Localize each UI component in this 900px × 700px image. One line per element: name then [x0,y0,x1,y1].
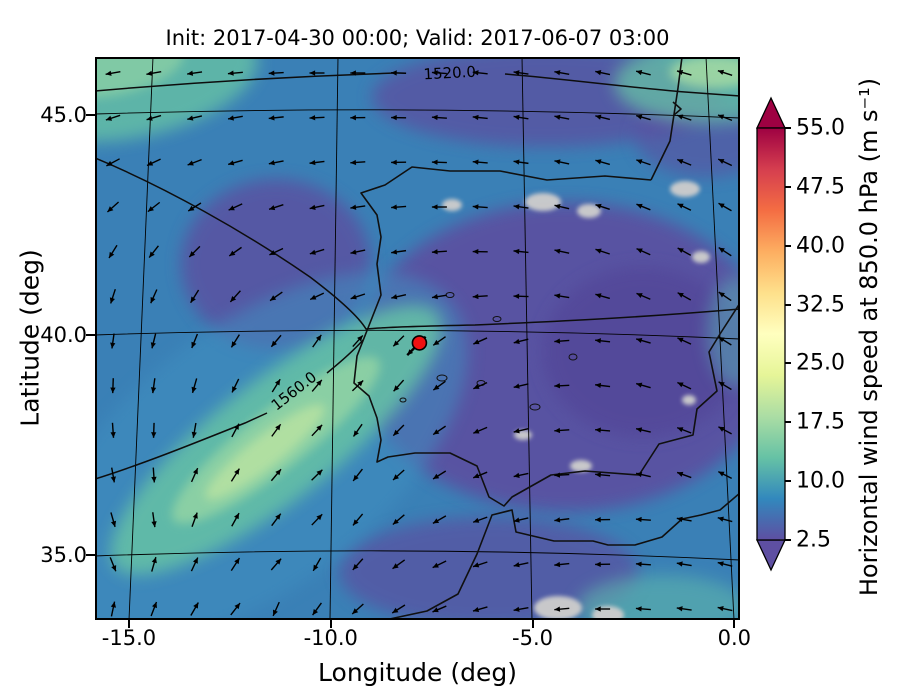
y-tick-label: 45.0 [40,102,87,127]
x-tick-label: -5.0 [512,626,554,650]
y-tick-label: 40.0 [40,322,87,347]
x-tick-label: -10.0 [303,626,358,650]
colorbar [755,96,787,572]
x-tick-mark [733,620,736,628]
x-tick-label: 0.0 [717,626,752,650]
x-axis-label: Longitude (deg) [318,658,517,687]
y-tick-mark [86,553,95,556]
x-tick-label: -15.0 [101,626,157,650]
colorbar-tick-label: 17.5 [796,409,845,435]
colorbar-under-arrow [755,539,787,572]
colorbar-tick-label: 25.0 [796,350,845,376]
y-tick-mark [86,333,95,336]
colorbar-tick-mark [785,127,791,129]
colorbar-tick-mark [785,539,791,541]
colorbar-tick-label: 40.0 [796,233,845,259]
colorbar-label: Horizontal wind speed at 850.0 hPa (m s⁻… [855,77,883,597]
station-marker-dot [411,335,428,351]
colorbar-tick-mark [785,185,791,188]
colorbar-tick-label: 55.0 [796,115,845,141]
colorbar-tick-mark [785,421,791,424]
colorbar-tick-mark [785,362,791,365]
wind-speed-field [95,57,740,620]
colorbar-tick-label: 47.5 [796,174,845,200]
map-plot-area: 1520.0 1560.0 [95,57,740,620]
colorbar-over-arrow [755,96,787,129]
colorbar-tick-mark [785,480,791,483]
colorbar-gradient [756,127,786,541]
x-tick-mark [531,620,534,628]
colorbar-tick-mark [785,244,791,247]
contour-label-1520: 1520.0 [423,63,476,84]
colorbar-tick-label: 2.5 [796,527,831,553]
y-tick-mark [86,113,95,116]
masked-patches [442,181,710,620]
plot-frame [95,57,740,620]
plot-title: Init: 2017-04-30 00:00; Valid: 2017-06-0… [165,26,670,50]
station-marker [406,335,428,356]
x-tick-mark [127,620,130,628]
colorbar-tick-mark [785,303,791,306]
wind-vector-arrows [105,69,733,617]
graticule [95,57,740,620]
inland-water [399,292,578,411]
x-tick-mark [329,620,332,628]
colorbar-tick-label: 10.0 [796,468,845,494]
y-tick-label: 35.0 [40,542,87,567]
colorbar-tick-label: 32.5 [796,292,845,318]
